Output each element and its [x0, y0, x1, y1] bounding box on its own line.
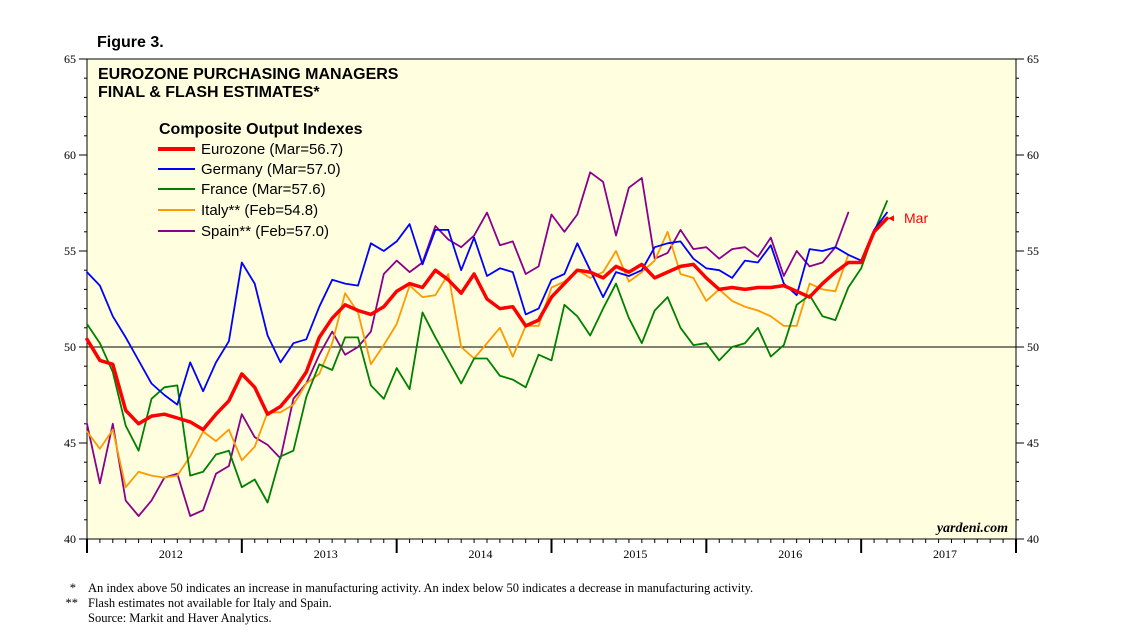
x-tick-label: 2013	[314, 547, 338, 561]
end-marker-eurozone	[887, 215, 894, 222]
watermark: yardeni.com	[935, 521, 1008, 536]
legend-label-italy: Italy** (Feb=54.8)	[201, 202, 318, 219]
chart-title: EUROZONE PURCHASING MANAGERS	[98, 66, 399, 83]
y-tick-label-left: 60	[64, 148, 76, 162]
legend: Composite Output Indexes Eurozone (Mar=5…	[158, 121, 363, 240]
series-line-eurozone	[85, 216, 889, 432]
footnote-mark-2: **	[66, 596, 79, 610]
footnote-mark-1: *	[70, 581, 76, 595]
footnote-2: Flash estimates not available for Italy …	[88, 596, 332, 610]
x-tick-label: 2012	[159, 547, 183, 561]
y-tick-label-right: 45	[1027, 436, 1039, 450]
y-tick-label-left: 45	[64, 436, 76, 450]
x-tick-label: 2017	[933, 547, 957, 561]
chart-subtitle: FINAL & FLASH ESTIMATES*	[98, 84, 320, 101]
series-line-france	[86, 200, 888, 504]
legend-label-eurozone: Eurozone (Mar=56.7)	[201, 141, 343, 158]
y-tick-label-right: 50	[1027, 340, 1039, 354]
legend-label-germany: Germany (Mar=57.0)	[201, 161, 341, 178]
y-tick-label-left: 65	[64, 52, 76, 66]
y-tick-label-right: 40	[1027, 532, 1039, 546]
y-tick-label-left: 40	[64, 532, 76, 546]
x-tick-label: 2015	[623, 547, 647, 561]
footnote-source: Source: Markit and Haver Analytics.	[88, 611, 272, 625]
series-line-spain	[86, 171, 850, 517]
series-line-italy	[86, 230, 850, 489]
x-tick-label: 2014	[469, 547, 493, 561]
y-tick-label-right: 55	[1027, 244, 1039, 258]
y-tick-label-left: 55	[64, 244, 76, 258]
legend-title: Composite Output Indexes	[159, 121, 363, 138]
y-tick-label-right: 65	[1027, 52, 1039, 66]
series-layer	[85, 171, 894, 517]
end-label-mar: Mar	[904, 210, 928, 226]
axes-layer: 40 40 45 45 50 50 55 55 60 60 65 65 2012 2013 2014 2015…	[64, 52, 1039, 561]
legend-label-spain: Spain** (Feb=57.0)	[201, 223, 329, 240]
y-tick-label-right: 60	[1027, 148, 1039, 162]
legend-label-france: France (Mar=57.6)	[201, 181, 326, 198]
figure-label: Figure 3.	[97, 34, 164, 51]
footnote-1: An index above 50 indicates an increase …	[88, 581, 753, 595]
series-line-germany	[86, 211, 888, 406]
y-tick-label-left: 50	[64, 340, 76, 354]
x-tick-label: 2016	[778, 547, 802, 561]
